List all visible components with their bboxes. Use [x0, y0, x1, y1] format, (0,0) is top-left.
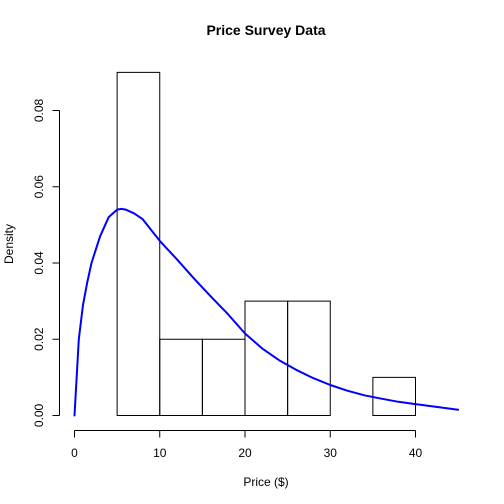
x-tick-label: 20	[238, 446, 252, 460]
histogram-bars	[116, 71, 416, 416]
y-axis-title: Density	[2, 224, 16, 264]
y-tick-label: 0.06	[32, 175, 46, 199]
histogram-bar	[287, 300, 331, 416]
y-tick-label: 0.08	[32, 98, 46, 122]
histogram-bar	[159, 338, 203, 416]
histogram-bar	[372, 376, 416, 416]
histogram-bar	[116, 71, 161, 416]
x-tick-label: 0	[71, 446, 78, 460]
y-tick-label: 0.00	[32, 403, 46, 427]
y-tick-label: 0.04	[32, 251, 46, 275]
x-axis: 0 10 20 30 40	[71, 430, 423, 460]
chart-title: Price Survey Data	[206, 22, 325, 38]
x-axis-title: Price ($)	[243, 475, 288, 489]
x-tick-label: 30	[324, 446, 338, 460]
x-tick-label: 10	[153, 446, 167, 460]
y-tick-label: 0.02	[32, 327, 46, 351]
histogram-bar	[244, 300, 289, 416]
y-axis: 0.00 0.02 0.04 0.06 0.08	[32, 98, 60, 427]
density-curve-layer	[73, 207, 460, 417]
x-tick-label: 40	[409, 446, 423, 460]
histogram-bar	[201, 338, 246, 416]
density-curve-line	[73, 207, 460, 417]
